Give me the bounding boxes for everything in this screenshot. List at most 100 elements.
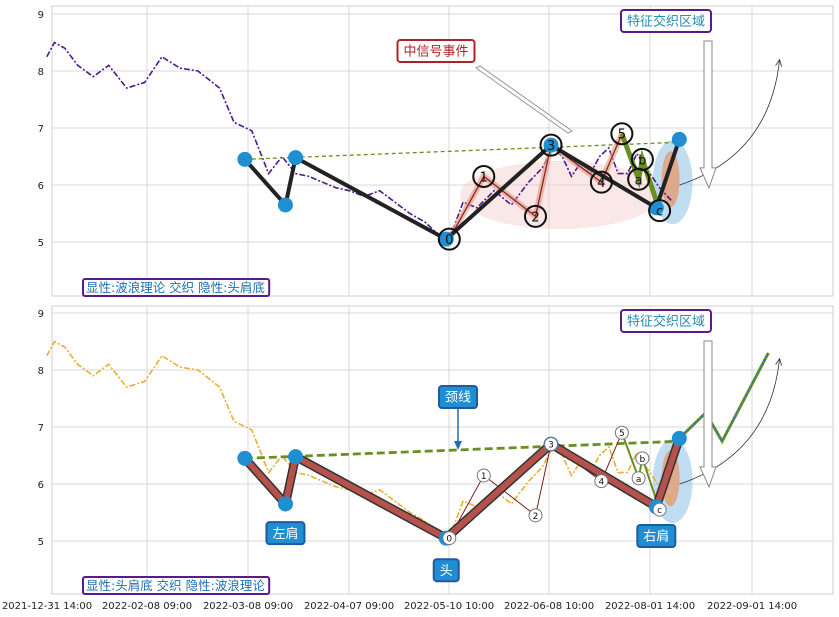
wave-point-marker [630, 147, 654, 171]
y-tick-label: 8 [38, 67, 44, 78]
wave-point-marker [652, 502, 667, 517]
wave-point-label: 0 [446, 535, 452, 545]
wave-point-marker [635, 451, 650, 466]
neckline-label-box [438, 385, 478, 409]
wave-point-marker [523, 204, 547, 228]
y-tick-label: 5 [38, 537, 44, 548]
pattern-line [242, 437, 683, 542]
y-tick-label: 6 [38, 181, 44, 192]
pattern-label-text: 左肩 [272, 526, 298, 542]
y-tick-label: 7 [38, 124, 44, 135]
signal-event-label: 中信号事件 [396, 39, 476, 63]
wave-point-label: 3 [548, 441, 554, 451]
y-tick-label: 6 [38, 480, 44, 491]
wave-point-label: a [635, 173, 643, 188]
pattern-label: 头 [432, 558, 460, 583]
feature-zone-label-text: 特征交织区域 [627, 314, 705, 330]
wave-point-label: c [657, 506, 662, 516]
caption-box [82, 576, 271, 595]
trend-arrow-head [775, 58, 782, 67]
signal-arrow [475, 65, 573, 134]
pattern-point [237, 450, 253, 466]
projection-line [678, 352, 770, 445]
y-tick-label: 9 [38, 309, 44, 320]
wave-point-label: 1 [481, 472, 487, 482]
wave-point-marker [631, 471, 646, 486]
y-tick-label: 5 [38, 238, 44, 249]
trend-arrow-head [775, 357, 782, 366]
wave-point-marker [476, 468, 491, 483]
caption-text: 显性:波浪理论 交织 隐性:头肩底 [86, 280, 265, 295]
wave-point-marker [589, 170, 613, 194]
feature-arrow [699, 340, 717, 489]
wave-point-label: 3 [547, 139, 555, 154]
wave-point-label: a [636, 475, 642, 485]
wave-point-label: 4 [598, 478, 604, 488]
x-tick-label: 2022-06-08 10:00 [504, 601, 594, 612]
panel-caption: 显性:头肩底 交织 隐性:波浪理论 [82, 576, 271, 595]
wave-point-label: 4 [597, 176, 605, 191]
x-tick-label: 2022-05-10 10:00 [404, 601, 494, 612]
pattern-label-text: 右肩 [643, 529, 669, 545]
pattern-point [237, 151, 253, 167]
x-axis: 2021-12-31 14:00 2022-02-08 09:00 2022-03-… [2, 601, 797, 612]
plot-frame [51, 305, 834, 595]
pattern-label: 左肩 [265, 521, 306, 546]
pattern-point [438, 231, 454, 247]
y-tick-label: 7 [38, 423, 44, 434]
neckline-label: 颈线 [438, 385, 478, 409]
wave-point-label: 1 [480, 170, 488, 185]
neckline-pointer-head [454, 441, 462, 450]
wave-point-label: 5 [619, 429, 625, 439]
feature-zone-core [661, 151, 680, 208]
signal-event-label-box [396, 39, 476, 63]
projection-dashed [678, 352, 769, 443]
wave-point-label: 2 [531, 210, 539, 225]
pattern-label-box [432, 558, 460, 583]
x-tick-label: 2022-02-08 09:00 [102, 601, 192, 612]
wave-point-marker [472, 164, 496, 188]
wave-point-marker [614, 425, 629, 440]
trend-arrow [679, 358, 780, 485]
pattern-point [671, 131, 687, 147]
pattern-label-box [636, 524, 677, 548]
trend-arrow [679, 59, 780, 186]
wave-point-label: b [640, 455, 646, 465]
feature-zone-label: 特征交织区域 [620, 309, 712, 333]
x-tick-label: 2022-09-01 14:00 [707, 601, 797, 612]
neckline [244, 141, 680, 160]
wave-point-label: 5 [618, 128, 626, 143]
wave-correction-line [620, 432, 661, 510]
feature-zone-label-box [620, 309, 712, 333]
pattern-label-box [265, 521, 306, 546]
pattern-point [277, 197, 293, 213]
neckline-label-text: 颈线 [445, 391, 471, 406]
pattern-label: 右肩 [636, 524, 677, 548]
caption-text: 显性:头肩底 交织 隐性:波浪理论 [86, 578, 265, 593]
caption-box [82, 278, 271, 297]
feature-zone-label-box [620, 9, 712, 33]
pattern-point [288, 449, 304, 465]
wave-point-marker [528, 508, 543, 523]
signal-event-label-text: 中信号事件 [403, 45, 468, 60]
price-line [46, 41, 674, 241]
wave-point-label: 0 [445, 233, 453, 248]
feature-zone-label-text: 特征交织区域 [627, 14, 705, 30]
wave-point-label: c [656, 205, 663, 220]
neckline [244, 439, 680, 460]
pattern-point [543, 137, 559, 153]
feature-arrow [699, 40, 717, 190]
wave-point-marker [442, 531, 457, 546]
wave-point-marker [437, 227, 461, 251]
y-tick-label: 8 [38, 366, 44, 377]
wave-point-label: 2 [533, 512, 539, 522]
x-tick-label: 2021-12-31 14:00 [2, 601, 92, 612]
wave-point-marker [539, 133, 563, 157]
price-line [46, 340, 674, 540]
wave-point-marker [648, 199, 672, 223]
x-tick-label: 2022-04-07 09:00 [304, 601, 394, 612]
panel-caption: 显性:波浪理论 交织 隐性:头肩底 [82, 278, 271, 297]
